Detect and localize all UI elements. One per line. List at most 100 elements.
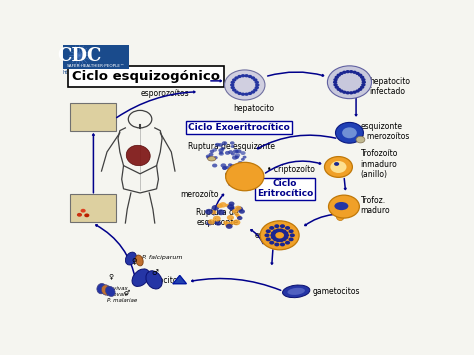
Circle shape bbox=[232, 88, 237, 92]
Circle shape bbox=[337, 73, 341, 77]
Circle shape bbox=[233, 219, 240, 225]
Circle shape bbox=[270, 233, 275, 237]
Circle shape bbox=[244, 74, 249, 77]
Circle shape bbox=[234, 76, 239, 80]
Ellipse shape bbox=[126, 145, 150, 166]
Circle shape bbox=[328, 195, 359, 218]
Circle shape bbox=[237, 216, 243, 220]
Circle shape bbox=[225, 70, 265, 100]
Circle shape bbox=[243, 156, 246, 159]
Circle shape bbox=[333, 83, 338, 86]
Circle shape bbox=[230, 221, 235, 225]
Circle shape bbox=[360, 86, 365, 89]
Text: Ciclo Exoeritrocítico: Ciclo Exoeritrocítico bbox=[188, 123, 290, 132]
Circle shape bbox=[280, 224, 285, 228]
Circle shape bbox=[219, 202, 227, 208]
Text: CDC: CDC bbox=[57, 47, 101, 65]
Text: Ciclo esquizogónico: Ciclo esquizogónico bbox=[72, 70, 219, 83]
Circle shape bbox=[209, 153, 213, 156]
Ellipse shape bbox=[132, 269, 150, 286]
Circle shape bbox=[336, 122, 364, 143]
Circle shape bbox=[236, 206, 243, 212]
Circle shape bbox=[213, 216, 221, 222]
Circle shape bbox=[361, 78, 365, 81]
Circle shape bbox=[271, 236, 276, 239]
Text: esquizonte
• merozoítos: esquizonte • merozoítos bbox=[360, 122, 410, 141]
Circle shape bbox=[231, 153, 235, 155]
FancyBboxPatch shape bbox=[70, 103, 116, 131]
Text: ♀: ♀ bbox=[109, 273, 114, 279]
Text: Trofoz.
maduro: Trofoz. maduro bbox=[360, 196, 390, 215]
Polygon shape bbox=[173, 275, 186, 284]
Circle shape bbox=[285, 241, 290, 245]
Circle shape bbox=[236, 214, 241, 218]
Circle shape bbox=[251, 91, 255, 94]
Circle shape bbox=[274, 242, 279, 246]
Circle shape bbox=[275, 238, 281, 242]
Circle shape bbox=[342, 127, 357, 138]
Circle shape bbox=[237, 75, 242, 78]
Circle shape bbox=[333, 78, 338, 81]
Circle shape bbox=[239, 209, 245, 214]
Circle shape bbox=[240, 151, 246, 155]
Circle shape bbox=[230, 86, 235, 89]
Circle shape bbox=[289, 237, 293, 241]
Circle shape bbox=[283, 231, 288, 235]
Circle shape bbox=[222, 141, 227, 145]
Circle shape bbox=[266, 229, 271, 233]
Circle shape bbox=[213, 156, 218, 159]
Circle shape bbox=[352, 71, 357, 74]
Text: hepatocito
infectado: hepatocito infectado bbox=[370, 77, 410, 96]
Circle shape bbox=[342, 71, 346, 74]
Circle shape bbox=[235, 213, 239, 216]
Circle shape bbox=[232, 209, 238, 213]
Circle shape bbox=[358, 88, 363, 91]
Circle shape bbox=[339, 89, 344, 93]
Circle shape bbox=[229, 207, 235, 211]
Text: P. vivax
P. ovale
P. malariae: P. vivax P. ovale P. malariae bbox=[107, 286, 137, 303]
Circle shape bbox=[271, 231, 276, 235]
Circle shape bbox=[205, 209, 213, 215]
Circle shape bbox=[228, 150, 233, 154]
Circle shape bbox=[213, 221, 218, 224]
Circle shape bbox=[220, 163, 226, 168]
Circle shape bbox=[212, 148, 217, 152]
Circle shape bbox=[360, 76, 365, 79]
Circle shape bbox=[248, 75, 252, 78]
Circle shape bbox=[225, 151, 230, 155]
FancyBboxPatch shape bbox=[63, 45, 129, 69]
Circle shape bbox=[230, 141, 235, 145]
Circle shape bbox=[232, 78, 237, 82]
Circle shape bbox=[275, 229, 281, 232]
Circle shape bbox=[228, 163, 232, 166]
Circle shape bbox=[226, 224, 233, 229]
Circle shape bbox=[228, 202, 235, 206]
Circle shape bbox=[282, 229, 286, 233]
Text: merozoíto: merozoíto bbox=[181, 190, 219, 199]
Circle shape bbox=[225, 222, 232, 227]
Circle shape bbox=[210, 150, 214, 153]
Ellipse shape bbox=[101, 285, 110, 295]
Circle shape bbox=[362, 81, 366, 84]
Circle shape bbox=[282, 237, 286, 241]
Circle shape bbox=[273, 229, 278, 233]
Circle shape bbox=[349, 91, 354, 94]
Circle shape bbox=[289, 229, 293, 233]
Circle shape bbox=[283, 236, 288, 239]
Circle shape bbox=[255, 81, 259, 84]
Text: ♂: ♂ bbox=[151, 268, 158, 277]
Circle shape bbox=[225, 204, 230, 207]
Circle shape bbox=[219, 152, 223, 154]
Circle shape bbox=[266, 237, 271, 241]
FancyBboxPatch shape bbox=[70, 194, 116, 222]
Circle shape bbox=[219, 148, 224, 152]
Circle shape bbox=[255, 86, 259, 89]
Circle shape bbox=[227, 204, 235, 209]
Circle shape bbox=[325, 157, 352, 178]
Circle shape bbox=[279, 229, 284, 232]
Text: gametocitos: gametocitos bbox=[135, 276, 182, 285]
Circle shape bbox=[231, 145, 235, 148]
Circle shape bbox=[77, 213, 82, 217]
Circle shape bbox=[227, 215, 234, 220]
Circle shape bbox=[260, 221, 299, 250]
